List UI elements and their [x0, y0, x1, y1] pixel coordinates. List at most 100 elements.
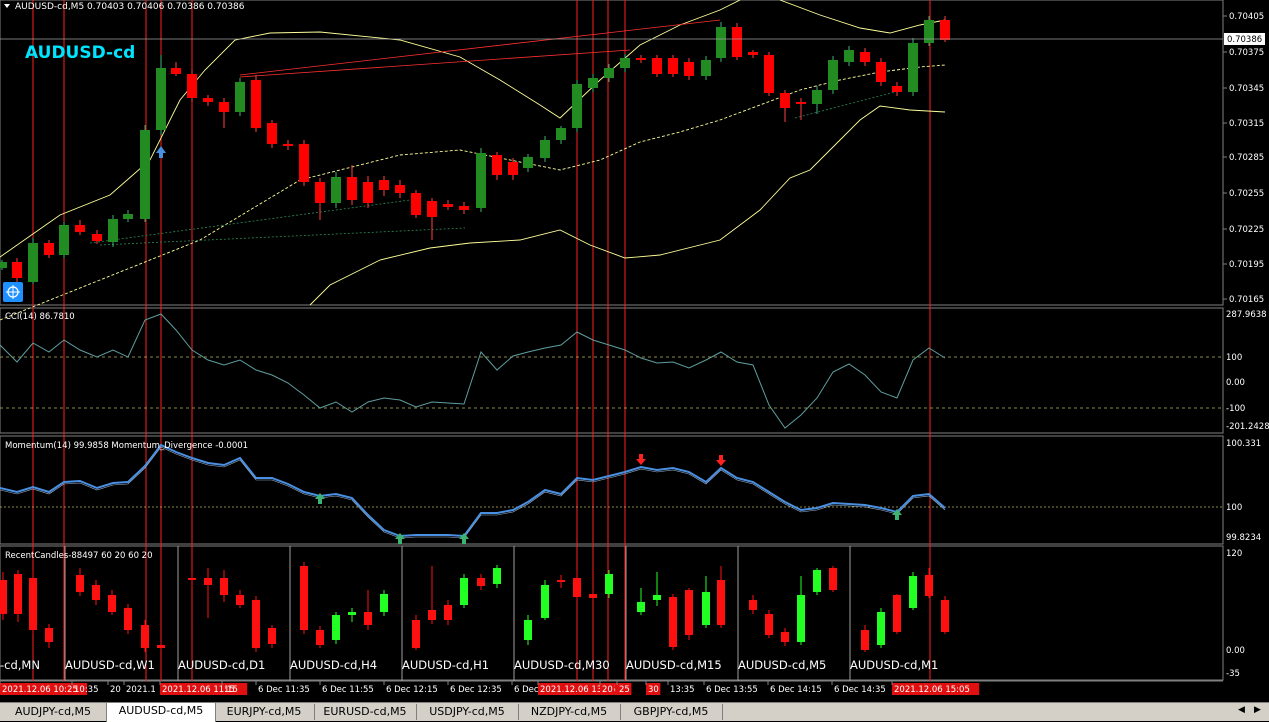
tab-gbpjpy-cd-m5[interactable]: GBPJPY-cd,M5 [620, 704, 723, 720]
tab-scroll-right-icon[interactable]: ▶ [1254, 705, 1261, 715]
time-tick-label: 6 Dec 12:35 [450, 685, 502, 695]
tab-audusd-cd-m5[interactable]: AUDUSD-cd,M5 [106, 702, 216, 722]
recent-candle-bear [29, 578, 37, 630]
tab-scroll-left-icon[interactable]: ◀ [1238, 705, 1245, 715]
recent-candle-bull [460, 578, 468, 605]
recent-candle-bear [124, 608, 132, 630]
recent-candle-bear [300, 566, 308, 630]
time-tick-label: 2021.12.06 11:15 [162, 685, 238, 695]
candle-bull [156, 68, 166, 130]
recent-candle-bear [268, 628, 276, 644]
momentum-panel-border [0, 435, 1224, 545]
recent-candle-bull [332, 615, 340, 640]
tab-nzdjpy-cd-m5[interactable]: NZDJPY-cd,M5 [518, 704, 621, 720]
recent-candle-bear [45, 628, 53, 642]
momentum-indicator [0, 443, 1223, 544]
tab-eurjpy-cd-m5[interactable]: EURJPY-cd,M5 [214, 704, 315, 720]
candle-bear [780, 93, 790, 108]
recent-candle-bear [188, 578, 196, 580]
momentum-line [0, 443, 946, 538]
momentum-level-label: 100 [1226, 503, 1242, 513]
candle-bear [940, 20, 950, 40]
candle-bear [92, 234, 102, 241]
candle-bear [764, 55, 774, 93]
candle-bear [892, 86, 902, 92]
candle-bear [427, 201, 437, 217]
recent-candle-bear [444, 605, 452, 620]
recent-panel-label: AUDUSD-cd,M1 [850, 658, 938, 672]
candle-bear [299, 144, 309, 182]
time-tick-label: 6 Dec [514, 685, 539, 695]
candle-bear [860, 52, 870, 62]
candle-bull [59, 225, 69, 255]
candle-bull [572, 84, 582, 128]
recent-candle-bear [157, 645, 165, 648]
candle-bull [331, 177, 341, 203]
recent-panel-label: AUDUSD-cd,H1 [402, 658, 489, 672]
cci-level-label: 287.9638 [1226, 310, 1267, 320]
candle-bear [411, 193, 421, 215]
recent-candle-bear [141, 625, 149, 648]
cci-level-label: 0.00 [1226, 378, 1245, 388]
recent-candle-bear [14, 574, 22, 614]
recent-candle-bear [108, 595, 116, 612]
candle-bear [187, 74, 197, 98]
candle-bull [476, 153, 486, 208]
recent-candle-bull [637, 602, 645, 612]
cci-level-label: -100 [1226, 404, 1245, 414]
time-tick-label: 10:35 [74, 685, 99, 695]
recent-panel-label: AUDUSD-cd,W1 [65, 658, 155, 672]
recent-candle-bear [204, 578, 212, 585]
candle-bull [908, 43, 918, 92]
candle-bull [108, 219, 118, 242]
cci-line [0, 313, 946, 429]
price-tick-label: 0.70345 [1229, 84, 1264, 94]
recent-candle-bear [893, 595, 901, 632]
candle-bull [523, 157, 533, 168]
recent-panel-label: AUDUSD-cd,D1 [178, 658, 265, 672]
price-axis: 0.70405 0.70375 0.70345 0.70315 0.70285 0.702… [0, 12, 1269, 679]
recent-panel-label: AUDUSD-cd,M5 [738, 658, 826, 672]
time-tick-label: 2021.1 [126, 685, 156, 695]
cci-level-label: 100 [1226, 353, 1242, 363]
recent-candle-bear [252, 600, 260, 648]
chart-canvas[interactable]: -cd,MN AUDUSD-cd,W1 AUDUSD-cd,D1 AUDUSD-cd,… [0, 0, 1269, 702]
candle-bear [652, 58, 662, 74]
recent-candle-bear [685, 590, 693, 635]
candles [0, 16, 950, 284]
time-tick-label: 2021.12.06 15:05 [894, 685, 970, 695]
cci-level-label: -201.2428 [1226, 422, 1269, 432]
cci-panel-border [0, 307, 1224, 434]
crosshair-icon[interactable] [3, 282, 23, 302]
time-tick-label: 6 Dec 14:35 [834, 685, 886, 695]
recent-panel-border [0, 545, 1224, 681]
upper-band-right [779, 0, 946, 34]
time-label-highlight [0, 683, 88, 695]
cci-header: CCI(14) 86.7810 [5, 312, 75, 322]
arrow-up-icon [156, 146, 166, 158]
recent-candle-bear [781, 632, 789, 642]
tab-eurusd-cd-m5[interactable]: EURUSD-cd,M5 [314, 704, 417, 720]
price-tick-label: 0.70375 [1229, 48, 1264, 58]
recent-candle-bull [493, 568, 501, 584]
momentum-header: Momentum(14) 99.9858 Momentum_Divergence… [5, 441, 248, 451]
tab-usdjpy-cd-m5[interactable]: USDJPY-cd,M5 [416, 704, 519, 720]
candle-bear [171, 68, 181, 74]
candle-bear [876, 62, 886, 82]
candle-bull [828, 60, 838, 90]
candle-bear [267, 123, 277, 144]
time-tick-label: 6 Dec 11:55 [322, 685, 374, 695]
tab-audjpy-cd-m5[interactable]: AUDJPY-cd,M5 [0, 704, 107, 720]
recent-candle-bull [702, 592, 710, 625]
recent-candle-bear [477, 578, 485, 586]
recent-candle-bear [941, 600, 949, 632]
time-label-highlight [617, 683, 632, 695]
arrow-up-icon [459, 533, 469, 544]
recent-candle-bear [92, 585, 100, 600]
time-label-highlight [646, 683, 661, 695]
chart-menu-triangle-icon[interactable] [4, 4, 10, 8]
trend-line-green [794, 91, 896, 119]
candle-bull [235, 82, 245, 112]
